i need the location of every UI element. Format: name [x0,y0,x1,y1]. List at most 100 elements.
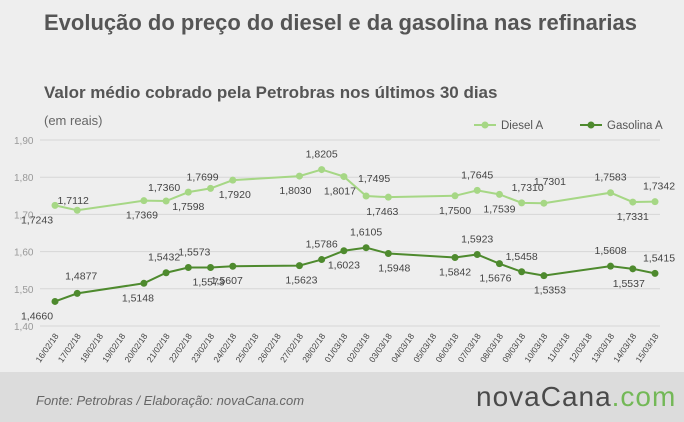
data-label: 1,5923 [461,233,493,245]
data-point [473,250,481,258]
data-point [295,172,303,180]
data-label: 1,7495 [358,173,390,185]
data-label: 1,5415 [643,252,675,264]
data-label: 1,7920 [219,189,251,201]
data-label: 1,5948 [378,263,410,275]
data-label: 1,7112 [58,195,89,207]
data-label: 1,8205 [306,149,338,161]
data-point [518,268,526,276]
data-label: 1,5623 [285,275,317,287]
data-point [73,206,81,214]
data-label: 1,5573 [178,246,210,258]
data-point [495,260,503,268]
data-label: 1,7583 [594,172,626,184]
footer: Fonte: Petrobras / Elaboração: novaCana.… [0,372,684,422]
data-point [207,263,215,271]
data-label: 1,7331 [617,211,649,223]
y-tick-label: 1,50 [14,285,34,296]
data-point [362,244,370,252]
data-label: 1,5608 [594,245,626,257]
data-point [451,253,459,261]
data-label: 1,7645 [461,169,493,181]
y-tick-label: 1,40 [14,322,34,333]
data-label: 1,5573 [192,276,224,288]
data-point [140,279,148,287]
data-point [540,199,548,207]
brand-name: novaCana [476,381,612,412]
data-point [162,269,170,277]
data-point [473,186,481,194]
data-label: 1,7463 [366,206,398,218]
y-tick-label: 1,80 [14,173,34,184]
data-label: 1,7342 [643,181,675,193]
data-label: 1,5432 [148,252,180,264]
data-point [340,173,348,181]
data-label: 1,8030 [279,185,311,197]
series-line-diesel [54,168,656,212]
data-point [540,272,548,280]
data-point [51,201,59,209]
data-label: 1,5353 [534,285,566,297]
data-point [340,247,348,255]
data-label: 1,5676 [479,273,511,285]
data-point [629,198,637,206]
data-point [162,197,170,205]
brand-suffix: .com [611,381,677,412]
data-point [229,262,237,270]
data-label: 1,7301 [534,176,566,188]
data-label: 1,5148 [122,292,154,304]
data-point [207,184,215,192]
data-point [384,250,392,258]
data-point [651,198,659,206]
data-label: 1,5842 [439,266,471,278]
legend-label: Diesel A [501,120,544,132]
legend-swatch-marker [481,121,489,129]
data-point [318,256,326,264]
data-label: 1,5458 [506,251,538,263]
series-line-gasolina [54,246,656,303]
data-label: 1,7539 [483,203,515,215]
data-label: 1,5537 [613,278,645,290]
data-label: 1,7243 [21,214,53,226]
data-point [51,297,59,305]
legend-swatch-marker [587,121,595,129]
chart-subtitle: Valor médio cobrado pela Petrobras nos ú… [44,83,498,102]
data-label: 1,5786 [306,239,338,251]
data-point [607,262,615,270]
data-label: 1,5607 [211,275,243,287]
data-label: 1,4660 [21,310,53,322]
y-tick-label: 1,70 [14,210,34,221]
data-point [184,263,192,271]
source-text: Fonte: Petrobras / Elaboração: novaCana.… [36,393,305,408]
data-point [384,193,392,201]
data-point [362,192,370,200]
data-label: 1,7699 [186,171,218,183]
data-point [629,265,637,273]
unit-label: (em reais) [44,113,103,128]
data-point [184,188,192,196]
data-point [451,192,459,200]
brand-logo: novaCana.com [476,381,676,413]
data-label: 1,7369 [126,210,158,222]
chart-title: Evolução do preço do diesel e da gasolin… [44,10,637,35]
data-point [495,190,503,198]
data-label: 1,8017 [324,186,356,198]
data-label: 1,7500 [439,205,471,217]
data-label: 1,7360 [148,182,180,194]
data-label: 1,7310 [512,182,544,194]
y-tick-label: 1,90 [14,136,34,147]
data-label: 1,6023 [328,260,360,272]
data-label: 1,7598 [172,201,204,213]
data-label: 1,6105 [350,227,382,239]
data-point [607,189,615,197]
data-label: 1,4877 [65,270,97,282]
legend-label: Gasolina A [607,120,663,132]
data-point [518,199,526,207]
x-tick-label: 15/03/18 [633,331,660,364]
line-chart: 1,401,501,601,701,801,9016/02/1817/02/18… [14,120,675,364]
data-point [295,262,303,270]
data-point [229,176,237,184]
data-point [73,289,81,297]
data-point [318,166,326,174]
y-tick-label: 1,60 [14,248,34,259]
